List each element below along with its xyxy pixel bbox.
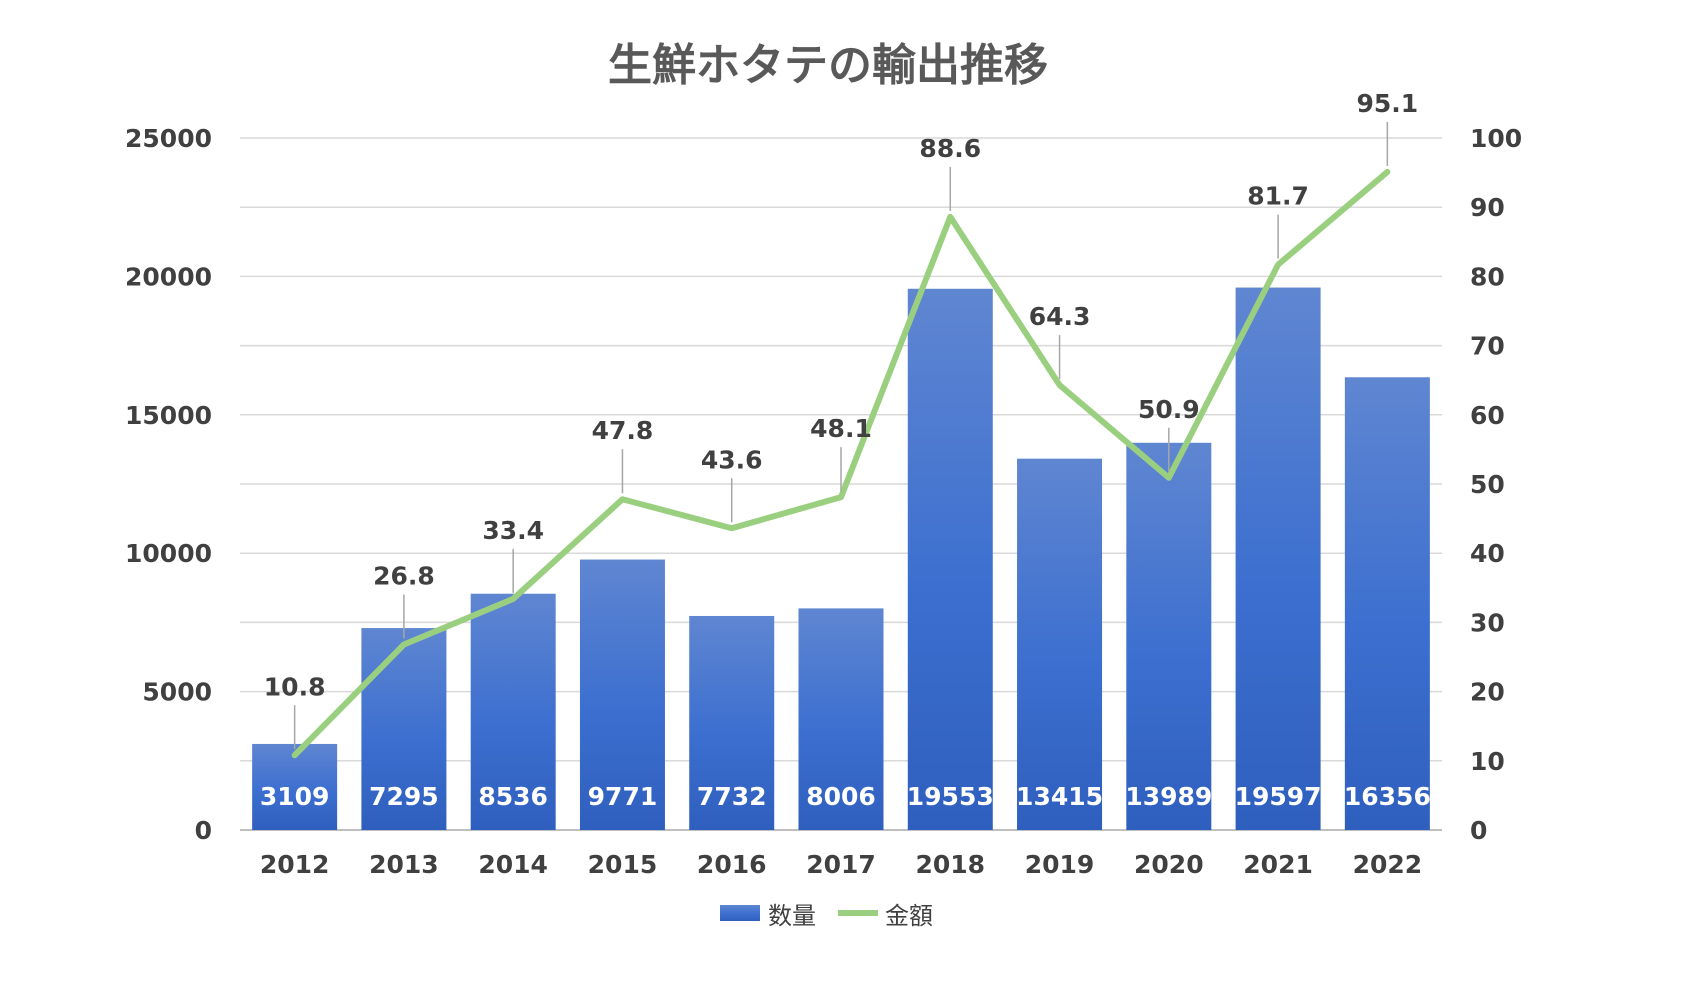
bar-value-label: 19597 [1235,782,1322,811]
bar [1017,458,1103,830]
line-point [1277,263,1280,266]
bar-value-label: 13415 [1016,782,1103,811]
bar-value-label: 19553 [907,782,994,811]
y-right-tick-label: 10 [1470,747,1505,776]
x-tick-label: 2019 [1025,850,1095,879]
bar-value-label: 8536 [478,782,548,811]
chart-title: 生鮮ホタテの輸出推移 [608,40,1048,91]
y-left-tick-label: 15000 [125,401,212,430]
bar [361,628,447,830]
legend-line-label: 金額 [885,902,933,930]
line-value-label: 81.7 [1247,182,1309,211]
line-value-label: 48.1 [810,414,872,443]
x-tick-label: 2021 [1243,850,1313,879]
line-point [840,496,842,499]
y-right-tick-label: 100 [1470,124,1522,153]
y-right-tick-label: 80 [1470,262,1505,291]
y-left-tick-label: 5000 [142,678,212,707]
bar [798,608,884,830]
bar-value-label: 3109 [260,782,330,811]
x-tick-label: 2022 [1353,850,1423,879]
x-tick-label: 2018 [915,850,985,879]
bar [907,288,993,830]
y-left-tick-label: 10000 [125,539,212,568]
line-value-label: 88.6 [919,134,981,163]
line-point [1386,170,1389,173]
line-point [621,498,624,501]
bars [252,287,1430,830]
bar [1344,377,1430,830]
line-point [402,643,405,646]
y-right-tick-label: 30 [1470,608,1505,637]
bar-value-label: 16356 [1344,782,1431,811]
y-right-tick-label: 70 [1470,332,1505,361]
line-point [1058,384,1061,387]
bar-value-label: 7295 [369,782,439,811]
x-tick-label: 2013 [369,850,439,879]
bar [1126,442,1212,830]
y-left-tick-label: 20000 [125,262,212,291]
bar-value-label: 8006 [806,782,876,811]
line-value-label: 64.3 [1029,302,1091,331]
bar [689,615,775,830]
y-right-tick-label: 40 [1470,539,1505,568]
legend-bar-swatch [720,905,760,921]
x-tick-label: 2016 [697,850,767,879]
y-right-tick-label: 50 [1470,470,1505,499]
line-point [512,597,515,600]
line-value-label: 43.6 [701,445,763,474]
bar [470,593,556,830]
bar-value-label: 7732 [697,782,767,811]
line-value-label: 26.8 [373,562,435,591]
data-labels: 3109 7295 8536 9771 7732 8006 19553 13415 13989 1… [260,89,1431,811]
line-point [293,754,296,757]
bar-value-label: 13989 [1125,782,1212,811]
line-value-label: 33.4 [482,516,544,545]
y-right-tick-label: 0 [1470,816,1487,845]
line-value-label: 50.9 [1138,395,1200,424]
line-value-label: 10.8 [264,672,326,701]
y-right-tick-label: 20 [1470,678,1505,707]
bar [252,743,338,830]
y-left-tick-label: 25000 [125,124,212,153]
line-value-label: 47.8 [592,416,654,445]
axes: 0 5000 10000 15000 20000 25000 0 10 20 30 40 50 60 70… [125,124,1522,879]
y-right-tick-label: 60 [1470,401,1505,430]
x-tick-label: 2015 [588,850,658,879]
x-tick-label: 2020 [1134,850,1204,879]
x-tick-label: 2017 [806,850,876,879]
line-value-label: 95.1 [1357,89,1419,118]
line-point [1167,476,1170,479]
bar [1235,287,1321,830]
x-tick-label: 2012 [260,850,330,879]
y-left-tick-label: 0 [195,816,212,845]
y-right-tick-label: 90 [1470,193,1505,222]
x-tick-label: 2014 [478,850,548,879]
legend-bar-label: 数量 [768,902,816,930]
line-point [949,215,952,218]
line-point [730,527,733,530]
legend: 数量 金額 [720,902,933,930]
bar-value-label: 9771 [588,782,658,811]
line-series [291,168,1391,759]
bar [579,559,665,830]
